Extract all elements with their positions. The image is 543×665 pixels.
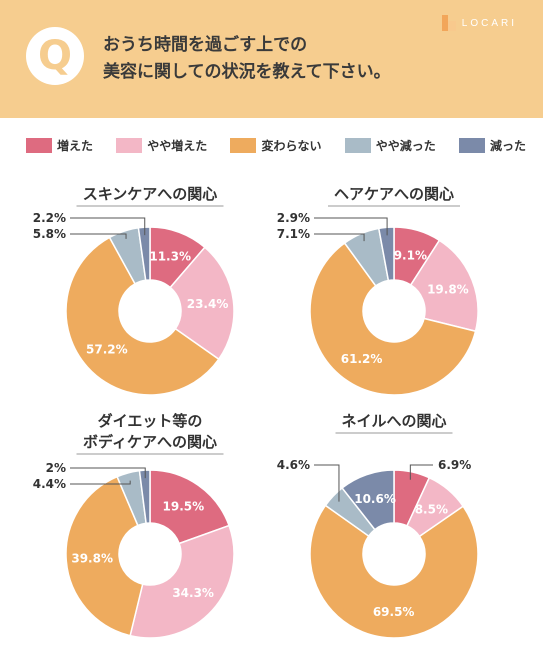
legend-label: 変わらない	[261, 139, 322, 153]
locari-logo: LOCARI	[441, 15, 517, 31]
chart-title: ヘアケアへの関心	[334, 185, 454, 203]
chart-title: ネイルへの関心	[341, 412, 446, 430]
legend-label: 減った	[489, 139, 526, 153]
legend-label: 増えた	[57, 139, 94, 153]
data-label: 34.3%	[172, 586, 214, 600]
chart-title: ダイエット等の	[98, 412, 203, 430]
slice-unchanged	[309, 504, 479, 639]
chart-title: ボディケアへの関心	[83, 433, 217, 451]
slice-increased	[149, 469, 230, 545]
chart-panel-bodycare: ダイエット等の ボディケアへの関心 19.5% 34.3% 39.8% 2% 4.4%	[0, 410, 271, 665]
leader-line	[70, 467, 146, 479]
legend-label: やや減った	[375, 139, 436, 153]
legend-item-1: やや増えた	[116, 137, 207, 154]
donut-chart-svg: ヘアケアへの関心 9.1% 19.8% 61.2% 2.9% 7.1%	[277, 185, 479, 396]
donut-chart-svg: スキンケアへの関心 11.3% 23.4% 57.2% 2.2% 5.8%	[33, 185, 235, 396]
slice-unchanged	[309, 241, 477, 396]
data-label-external: 2.9%	[277, 211, 310, 225]
data-label-external: 6.9%	[438, 458, 471, 472]
q-letter: Q	[37, 33, 72, 79]
chart-panel-nail: ネイルへの関心 8.5% 69.5% 10.6% 4.6% 6.9%	[272, 410, 543, 665]
legend-swatch	[116, 138, 143, 153]
data-label: 39.8%	[71, 552, 113, 566]
chart-panel-skincare: スキンケアへの関心 11.3% 23.4% 57.2% 2.2% 5.8%	[0, 170, 271, 410]
data-label: 69.5%	[373, 605, 415, 619]
question-line-1: おうち時間を過ごす上での	[103, 35, 308, 55]
leader-line	[70, 217, 146, 236]
data-label-external: 7.1%	[277, 227, 310, 241]
slice-decreased	[138, 469, 151, 525]
slice-slightly-increased	[169, 246, 235, 361]
data-label-external: 2%	[46, 461, 66, 475]
legend-swatch	[26, 138, 52, 153]
slice-unchanged	[65, 475, 144, 637]
slice-unchanged	[65, 236, 220, 396]
legend-label: やや増えた	[147, 139, 208, 153]
legend-item-2: 変わらない	[230, 137, 321, 154]
slice-decreased	[341, 469, 395, 531]
legend-item-3: やや減った	[344, 137, 436, 154]
slice-decreased	[137, 226, 151, 282]
data-label-external: 4.6%	[277, 458, 310, 472]
data-label: 23.4%	[187, 297, 229, 311]
q-badge: Q	[26, 27, 84, 85]
slice-slightly-increased	[409, 239, 479, 333]
legend-swatch	[458, 138, 485, 153]
question-text: おうち時間を過ごす上での 美容に関しての状況を教えて下さい。	[103, 32, 443, 86]
data-label: 19.8%	[427, 283, 469, 297]
legend-item-0: 増えた	[26, 137, 93, 154]
data-label-external: 5.8%	[33, 227, 66, 241]
data-label: 11.3%	[149, 250, 191, 264]
logo-text: LOCARI	[461, 17, 517, 29]
leader-line	[409, 464, 433, 480]
question-header: Q おうち時間を過ごす上での 美容に関しての状況を教えて下さい。 LOCARI	[0, 0, 543, 118]
data-label: 8.5%	[415, 503, 448, 517]
legend-swatch	[230, 138, 257, 153]
data-label: 61.2%	[341, 352, 383, 366]
data-label-external: 4.4%	[33, 477, 66, 491]
leader-line	[314, 217, 388, 236]
data-label-external: 2.2%	[33, 211, 66, 225]
data-label: 10.6%	[354, 492, 396, 506]
slice-slightly-increased	[129, 524, 235, 639]
legend-swatch	[344, 138, 371, 153]
slice-decreased	[377, 226, 395, 282]
leader-line	[314, 233, 365, 242]
data-label: 9.1%	[394, 248, 427, 262]
leader-line	[70, 233, 127, 239]
question-line-2: 美容に関しての状況を教えて下さい。	[103, 62, 391, 82]
donut-chart-svg: ネイルへの関心 8.5% 69.5% 10.6% 4.6% 6.9%	[277, 412, 479, 639]
leader-line	[314, 464, 340, 502]
legend: 増えた やや増えた 変わらない やや減った 減った	[26, 137, 526, 154]
data-label: 19.5%	[163, 500, 205, 514]
legend-item-4: 減った	[458, 137, 526, 154]
chart-panel-haircare: ヘアケアへの関心 9.1% 19.8% 61.2% 2.9% 7.1%	[272, 170, 543, 410]
chart-title: スキンケアへの関心	[83, 185, 218, 203]
leader-line	[70, 480, 131, 485]
data-label: 57.2%	[86, 343, 128, 357]
logo-mark-icon	[441, 15, 456, 31]
